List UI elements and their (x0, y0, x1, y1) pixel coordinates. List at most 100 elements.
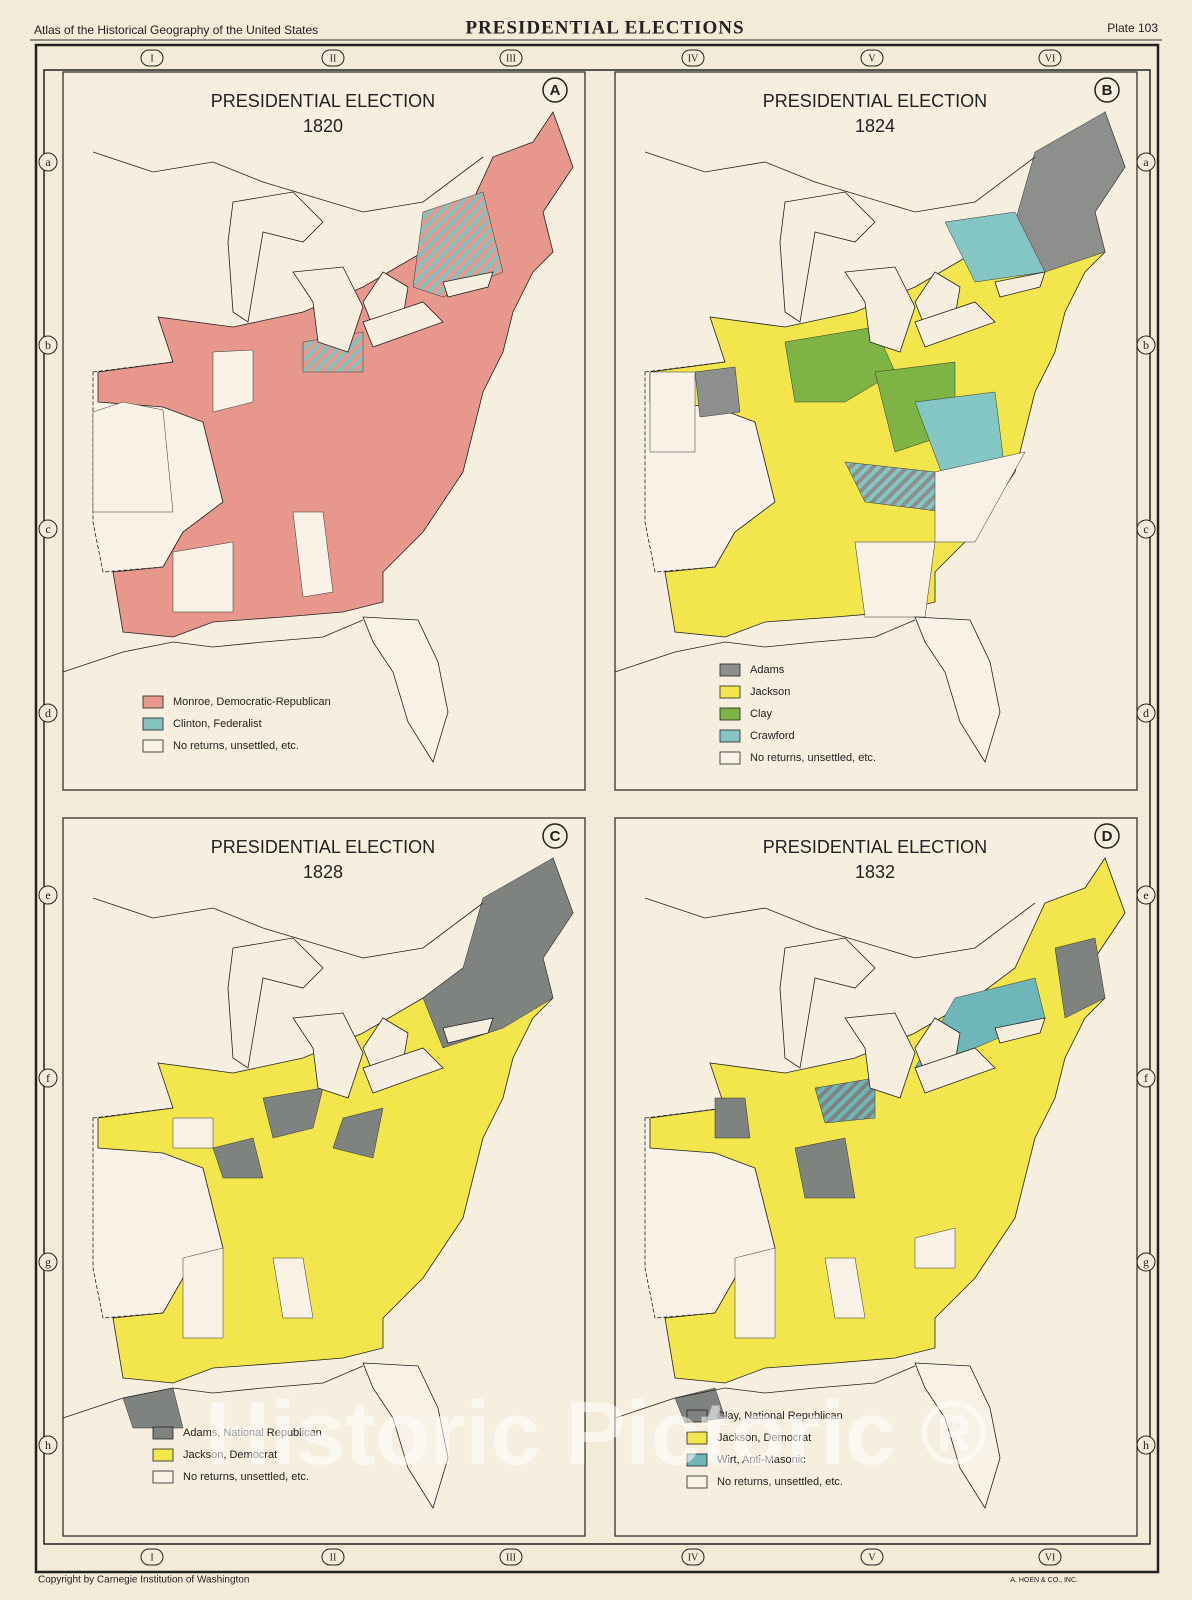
great-lake (442, 1017, 494, 1044)
panel-letter-ring (1094, 823, 1120, 849)
county-patch (824, 1257, 866, 1319)
column-label: II (330, 53, 337, 64)
florida (914, 1362, 1001, 1509)
legend-swatch (142, 717, 164, 731)
florida (914, 616, 1001, 763)
county-patch (92, 401, 174, 513)
county-patch (272, 1257, 314, 1319)
footer-right: A. HOEN & CO., INC. (1010, 1577, 1078, 1584)
great-lake (362, 301, 444, 348)
legend-swatch (152, 1448, 174, 1462)
column-label: V (868, 1552, 876, 1563)
great-lake (994, 271, 1046, 298)
florida (362, 1362, 449, 1509)
column-tag (1038, 49, 1062, 67)
coastline (614, 1365, 916, 1419)
legend-swatch (719, 685, 741, 699)
county-patch (694, 366, 741, 418)
row-tag (38, 335, 58, 355)
county-patch (794, 1137, 856, 1199)
column-tag (499, 49, 523, 67)
map-panel: PRESIDENTIAL ELECTION 1820 A Monroe, Democr… (62, 71, 586, 791)
county-patch (172, 541, 234, 613)
row-tag (38, 885, 58, 905)
legend-label: No returns, unsettled, etc. (750, 752, 876, 764)
panel-title: PRESIDENTIAL ELECTION (763, 91, 987, 111)
great-lake (914, 1047, 996, 1094)
legend-swatch (686, 1431, 708, 1445)
column-tag (1038, 1548, 1062, 1566)
legend-label: No returns, unsettled, etc. (183, 1471, 309, 1483)
legend-label: Clinton, Federalist (173, 718, 262, 730)
column-tag (860, 1548, 884, 1566)
legend-swatch (686, 1453, 708, 1467)
county-patch (714, 1097, 751, 1139)
column-label: III (506, 1552, 516, 1563)
county-patch (212, 1137, 264, 1179)
legend-swatch (686, 1475, 708, 1489)
row-label: b (1143, 338, 1149, 352)
canada-line (644, 897, 1036, 959)
row-label: a (45, 155, 51, 169)
inner-frame (43, 69, 1151, 1545)
column-tag (681, 49, 705, 67)
row-label: h (1143, 1438, 1149, 1452)
county-patch (332, 1107, 384, 1159)
legend-swatch (152, 1426, 174, 1440)
panel-title: PRESIDENTIAL ELECTION (211, 91, 435, 111)
coastline (614, 619, 916, 673)
legend-label: Jackson, Democrat (717, 1432, 811, 1444)
legend-label: Adams, National Republican (183, 1427, 322, 1439)
row-label: c (1143, 522, 1148, 536)
great-lake (292, 266, 364, 353)
legend-label: Clay, National Republican (717, 1410, 843, 1422)
great-lake (844, 1012, 916, 1099)
county-patch (1054, 937, 1106, 1019)
row-label: e (1143, 888, 1148, 902)
watermark: Historic Pictoric ® (205, 1384, 987, 1484)
great-lake (227, 937, 324, 1069)
canada-line (92, 897, 484, 959)
legend-label: No returns, unsettled, etc. (717, 1476, 843, 1488)
panel-title: PRESIDENTIAL ELECTION (211, 837, 435, 857)
great-lake (779, 937, 876, 1069)
panel-title: PRESIDENTIAL ELECTION (763, 837, 987, 857)
row-label: h (45, 1438, 51, 1452)
county-patch (854, 541, 936, 618)
legend-swatch (719, 751, 741, 765)
panel-year: 1828 (303, 862, 343, 882)
legend-swatch (142, 695, 164, 709)
row-label: c (45, 522, 50, 536)
panel-letter-ring (542, 77, 568, 103)
canada-line (644, 151, 1036, 213)
county-patch (914, 1227, 956, 1269)
column-tag (321, 1548, 345, 1566)
panel-letter: A (550, 82, 561, 99)
great-lake (362, 1047, 444, 1094)
row-label: e (45, 888, 50, 902)
coastline (62, 1365, 364, 1419)
legend-label: Wirt, Anti-Masonic (717, 1454, 806, 1466)
panel-letter-ring (1094, 77, 1120, 103)
legend-swatch (719, 729, 741, 743)
column-label: VI (1045, 53, 1056, 64)
column-tag (681, 1548, 705, 1566)
column-label: II (330, 1552, 337, 1563)
great-lake (844, 266, 916, 353)
row-tag (38, 1435, 58, 1455)
panel-letter: D (1102, 828, 1113, 845)
map-panel: PRESIDENTIAL ELECTION 1828 C Adams, Nationa… (62, 817, 586, 1537)
panel-letter-ring (542, 823, 568, 849)
row-tag (38, 519, 58, 539)
great-lake (779, 191, 876, 323)
row-tag (38, 1252, 58, 1272)
panel-letter: B (1102, 82, 1113, 99)
great-lake (914, 301, 996, 348)
row-label: f (46, 1071, 50, 1085)
footer-left: Copyright by Carnegie Institution of Was… (38, 1575, 249, 1586)
legend-swatch (142, 739, 164, 753)
florida (362, 616, 449, 763)
column-label: IV (688, 1552, 699, 1563)
legend-swatch (719, 707, 741, 721)
legend-label: Monroe, Democratic-Republican (173, 696, 331, 708)
